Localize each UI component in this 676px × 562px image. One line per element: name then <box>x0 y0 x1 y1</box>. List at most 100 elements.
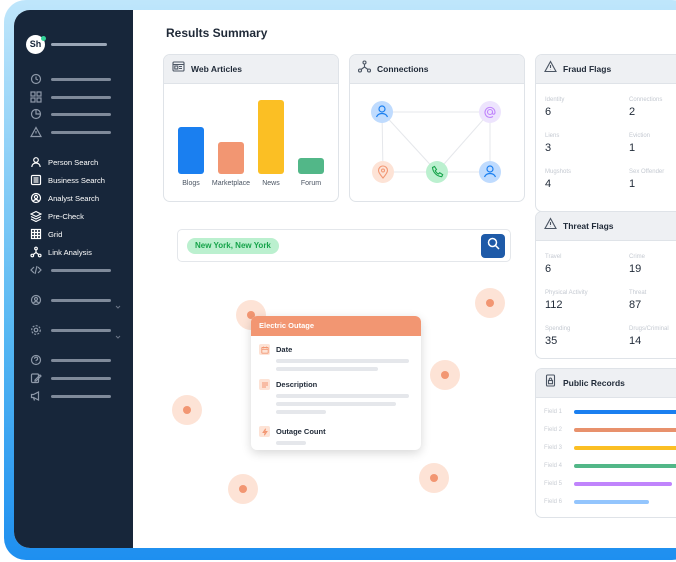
brand-logo[interactable]: Sh <box>26 35 46 54</box>
bar-label: Blogs <box>182 180 200 187</box>
sidebar-item-help[interactable] <box>29 353 111 367</box>
sidebar-item-edit[interactable] <box>29 371 111 385</box>
person-icon <box>29 156 42 169</box>
sidebar-item-link-analysis[interactable]: Link Analysis <box>29 245 92 259</box>
sidebar-label-placeholder <box>51 376 111 380</box>
flag-label: Connections <box>629 97 663 103</box>
fraud-flag-item: Identity 6 <box>545 97 564 118</box>
map-marker[interactable] <box>172 395 202 425</box>
threat-flag-item: Physical Activity 112 <box>545 290 588 311</box>
flag-count: 14 <box>629 335 642 347</box>
record-bar <box>574 446 676 450</box>
map-marker[interactable] <box>419 463 449 493</box>
warning-icon <box>29 126 42 139</box>
flag-count: 6 <box>545 106 552 118</box>
flag-label: Identity <box>545 97 565 103</box>
popup-field-label: Outage Count <box>276 427 326 436</box>
text-lines-icon <box>259 379 270 390</box>
record-label: Field 6 <box>544 499 563 505</box>
public-record-row: Field 1 <box>544 407 676 417</box>
layers-icon <box>29 210 42 223</box>
public-record-row: Field 3 <box>544 443 676 453</box>
flag-count: 3 <box>545 142 552 154</box>
connection-node-person[interactable] <box>371 101 393 123</box>
card-title: Fraud Flags <box>563 64 612 74</box>
flag-count: 19 <box>629 263 642 275</box>
bar-marketplace[interactable] <box>218 142 244 174</box>
dashboard-icon <box>29 91 42 104</box>
sidebar-item-announcements[interactable] <box>29 389 111 403</box>
sidebar-label-placeholder <box>51 268 111 272</box>
bar-forum[interactable] <box>298 158 324 174</box>
sidebar-item-alerts[interactable] <box>29 125 111 139</box>
location-chip[interactable]: New York, New York <box>187 238 279 254</box>
sidebar-label-placeholder <box>51 130 111 134</box>
sidebar-item-account[interactable] <box>29 293 121 309</box>
location-search-bar[interactable]: New York, New York <box>177 229 511 262</box>
flag-count: 4 <box>545 178 552 190</box>
card-title: Public Records <box>563 378 625 388</box>
sidebar-item-pre-check[interactable]: Pre-Check <box>29 209 84 223</box>
sidebar-item-code[interactable] <box>29 263 111 277</box>
card-header: Public Records <box>536 369 676 398</box>
sidebar-item-settings[interactable] <box>29 323 121 339</box>
threat-flag-item: Travel 6 <box>545 254 561 275</box>
chevron-down-icon <box>115 327 121 339</box>
flag-count: 112 <box>545 299 563 311</box>
placeholder-line <box>276 359 409 363</box>
card-header: Connections <box>350 55 524 84</box>
connection-node-person[interactable] <box>479 161 501 183</box>
sidebar-item-label: Link Analysis <box>48 247 92 257</box>
flag-label: Physical Activity <box>545 290 588 296</box>
map-marker[interactable] <box>228 474 258 504</box>
card-title: Threat Flags <box>563 221 614 231</box>
flag-label: Eviction <box>629 133 651 139</box>
fraud-flag-item: Sex Offender 1 <box>629 169 664 190</box>
chevron-down-icon <box>115 297 121 309</box>
grid-icon <box>29 228 42 241</box>
record-label: Field 5 <box>544 481 563 487</box>
record-bar <box>574 482 672 486</box>
card-title: Web Articles <box>191 64 243 74</box>
map-marker[interactable] <box>430 360 460 390</box>
sidebar-item-analyst-search[interactable]: Analyst Search <box>29 191 99 205</box>
sidebar: Sh Person Se <box>14 10 133 548</box>
flag-label: Drugs/Criminal <box>629 326 669 332</box>
flag-label: Crime <box>629 254 645 260</box>
connection-node-location[interactable] <box>372 161 394 183</box>
sidebar-label-placeholder <box>51 328 111 332</box>
flag-count: 6 <box>545 263 552 275</box>
sidebar-item-label: Pre-Check <box>48 211 84 221</box>
fraud-flag-item: Eviction 1 <box>629 133 650 154</box>
flag-label: Spending <box>545 326 571 332</box>
card-header: Web Articles <box>164 55 338 84</box>
record-bar <box>574 464 676 468</box>
sidebar-item-business-search[interactable]: Business Search <box>29 173 105 187</box>
search-button[interactable] <box>481 234 505 258</box>
connection-node-phone[interactable] <box>426 161 448 183</box>
popup-field-date: Date <box>259 344 413 371</box>
sidebar-item-grid[interactable]: Grid <box>29 227 62 241</box>
sidebar-item-dashboard[interactable] <box>29 90 111 104</box>
online-dot <box>41 36 46 41</box>
connection-node-email[interactable] <box>479 101 501 123</box>
fraud-flag-item: Mugshots 4 <box>545 169 571 190</box>
fraud-flag-item: Connections 2 <box>629 97 662 118</box>
popup-field-outage-count: Outage Count <box>259 426 413 445</box>
placeholder-line <box>276 410 326 414</box>
sidebar-item-history[interactable] <box>29 72 111 86</box>
sidebar-item-person-search[interactable]: Person Search <box>29 155 98 169</box>
flag-count: 87 <box>629 299 642 311</box>
brand-initials: Sh <box>29 39 42 49</box>
threat-flag-item: Drugs/Criminal 14 <box>629 326 669 347</box>
web-articles-card: Web Articles Blogs Marketplace News Forum <box>163 54 339 202</box>
sidebar-label-placeholder <box>51 298 111 302</box>
sidebar-item-reports[interactable] <box>29 107 111 121</box>
map-marker[interactable] <box>475 288 505 318</box>
bar-news[interactable] <box>258 100 284 174</box>
bar-blogs[interactable] <box>178 127 204 174</box>
page-title: Results Summary <box>166 26 268 40</box>
lightning-icon <box>259 426 270 437</box>
code-icon <box>29 264 42 277</box>
warning-icon <box>544 60 557 78</box>
